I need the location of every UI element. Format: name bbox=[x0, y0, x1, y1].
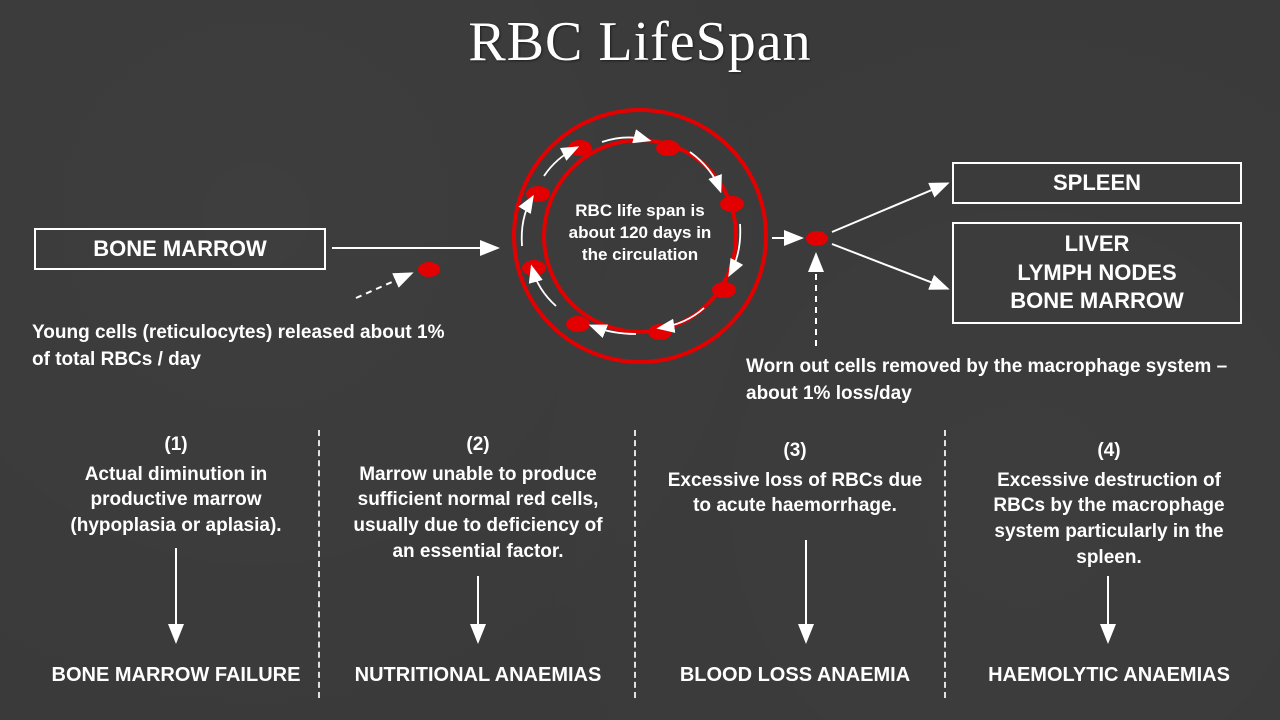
column-number: (2) bbox=[342, 432, 614, 458]
circulation-center-text: RBC life span is about 120 days in the c… bbox=[558, 200, 722, 266]
spleen-label: SPLEEN bbox=[1053, 169, 1141, 198]
column-name-1: BONE MARROW FAILURE bbox=[40, 664, 312, 687]
spleen-box: SPLEEN bbox=[952, 162, 1242, 204]
column-divider bbox=[944, 430, 946, 698]
column-divider bbox=[634, 430, 636, 698]
column-1: (1) Actual diminution in productive marr… bbox=[40, 432, 312, 539]
column-desc: Excessive loss of RBCs due to acute haem… bbox=[660, 468, 930, 519]
rbc-dot-icon bbox=[526, 186, 550, 202]
rbc-dot-icon bbox=[522, 260, 546, 276]
rbc-dot-icon bbox=[418, 262, 440, 277]
organs-line: LYMPH NODES bbox=[1017, 259, 1176, 288]
rbc-dot-icon bbox=[720, 196, 744, 212]
rbc-dot-icon bbox=[712, 282, 736, 298]
organs-line: LIVER bbox=[1065, 230, 1130, 259]
column-number: (4) bbox=[970, 438, 1248, 464]
column-desc: Actual diminution in productive marrow (… bbox=[40, 462, 312, 539]
column-3: (3) Excessive loss of RBCs due to acute … bbox=[660, 438, 930, 519]
young-cells-caption: Young cells (reticulocytes) released abo… bbox=[32, 320, 452, 373]
column-desc: Excessive destruction of RBCs by the mac… bbox=[970, 468, 1248, 571]
column-number: (3) bbox=[660, 438, 930, 464]
column-name-3: BLOOD LOSS ANAEMIA bbox=[660, 664, 930, 687]
column-4: (4) Excessive destruction of RBCs by the… bbox=[970, 438, 1248, 570]
worn-out-caption: Worn out cells removed by the macrophage… bbox=[746, 354, 1236, 407]
rbc-dot-icon bbox=[566, 316, 590, 332]
page-title: RBC LifeSpan bbox=[0, 10, 1280, 74]
column-name-4: HAEMOLYTIC ANAEMIAS bbox=[970, 664, 1248, 687]
column-desc: Marrow unable to produce sufficient norm… bbox=[342, 462, 614, 565]
column-divider bbox=[318, 430, 320, 698]
organs-line: BONE MARROW bbox=[1010, 287, 1184, 316]
rbc-dot-icon bbox=[656, 140, 680, 156]
rbc-dot-icon bbox=[648, 324, 672, 340]
rbc-dot-icon bbox=[806, 231, 828, 246]
organs-box: LIVER LYMPH NODES BONE MARROW bbox=[952, 222, 1242, 324]
bone-marrow-label: BONE MARROW bbox=[93, 235, 267, 264]
column-number: (1) bbox=[40, 432, 312, 458]
rbc-dot-icon bbox=[568, 140, 592, 156]
column-name-2: NUTRITIONAL ANAEMIAS bbox=[342, 664, 614, 687]
column-2: (2) Marrow unable to produce sufficient … bbox=[342, 432, 614, 564]
bone-marrow-box: BONE MARROW bbox=[34, 228, 326, 270]
